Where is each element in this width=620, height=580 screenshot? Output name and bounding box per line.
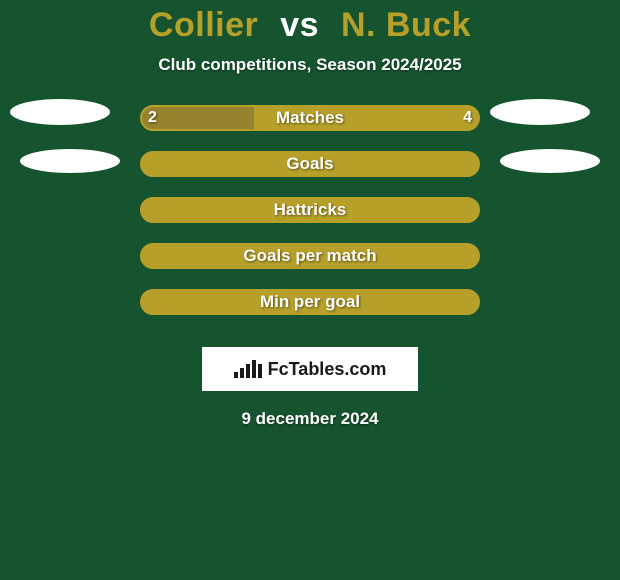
stat-row: Hattricks (0, 197, 620, 243)
player2-ellipse (500, 149, 600, 173)
title-player1: Collier (149, 6, 258, 44)
stat-row: Goals per match (0, 243, 620, 289)
comparison-chart: Matches24GoalsHattricksGoals per matchMi… (0, 105, 620, 335)
logo-chart-icon (234, 360, 262, 378)
logo-text: FcTables.com (268, 359, 387, 380)
stat-bar-track (140, 105, 480, 131)
subtitle: Club competitions, Season 2024/2025 (0, 55, 620, 75)
date-text: 9 december 2024 (0, 409, 620, 429)
stat-bar-player2 (142, 245, 478, 267)
stat-bar-player2 (254, 107, 478, 129)
stat-bar-player2 (142, 153, 478, 175)
title-player2: N. Buck (341, 6, 471, 44)
stat-bar-player2 (142, 291, 478, 313)
stat-bar-player2 (142, 199, 478, 221)
player2-ellipse (490, 99, 590, 125)
stat-row: Matches24 (0, 105, 620, 151)
stat-bar-track (140, 151, 480, 177)
player1-ellipse (10, 99, 110, 125)
stat-value-player2: 4 (463, 105, 472, 131)
logo-box: FcTables.com (202, 347, 418, 391)
stat-bar-track (140, 197, 480, 223)
stat-value-player1: 2 (148, 105, 157, 131)
stat-row: Min per goal (0, 289, 620, 335)
stat-bar-track (140, 243, 480, 269)
stat-bar-player1 (142, 107, 254, 129)
player1-ellipse (20, 149, 120, 173)
page-title: Collier vs N. Buck (0, 0, 620, 45)
title-vs: vs (280, 6, 319, 44)
stat-row: Goals (0, 151, 620, 197)
comparison-infographic: Collier vs N. Buck Club competitions, Se… (0, 0, 620, 580)
stat-bar-track (140, 289, 480, 315)
